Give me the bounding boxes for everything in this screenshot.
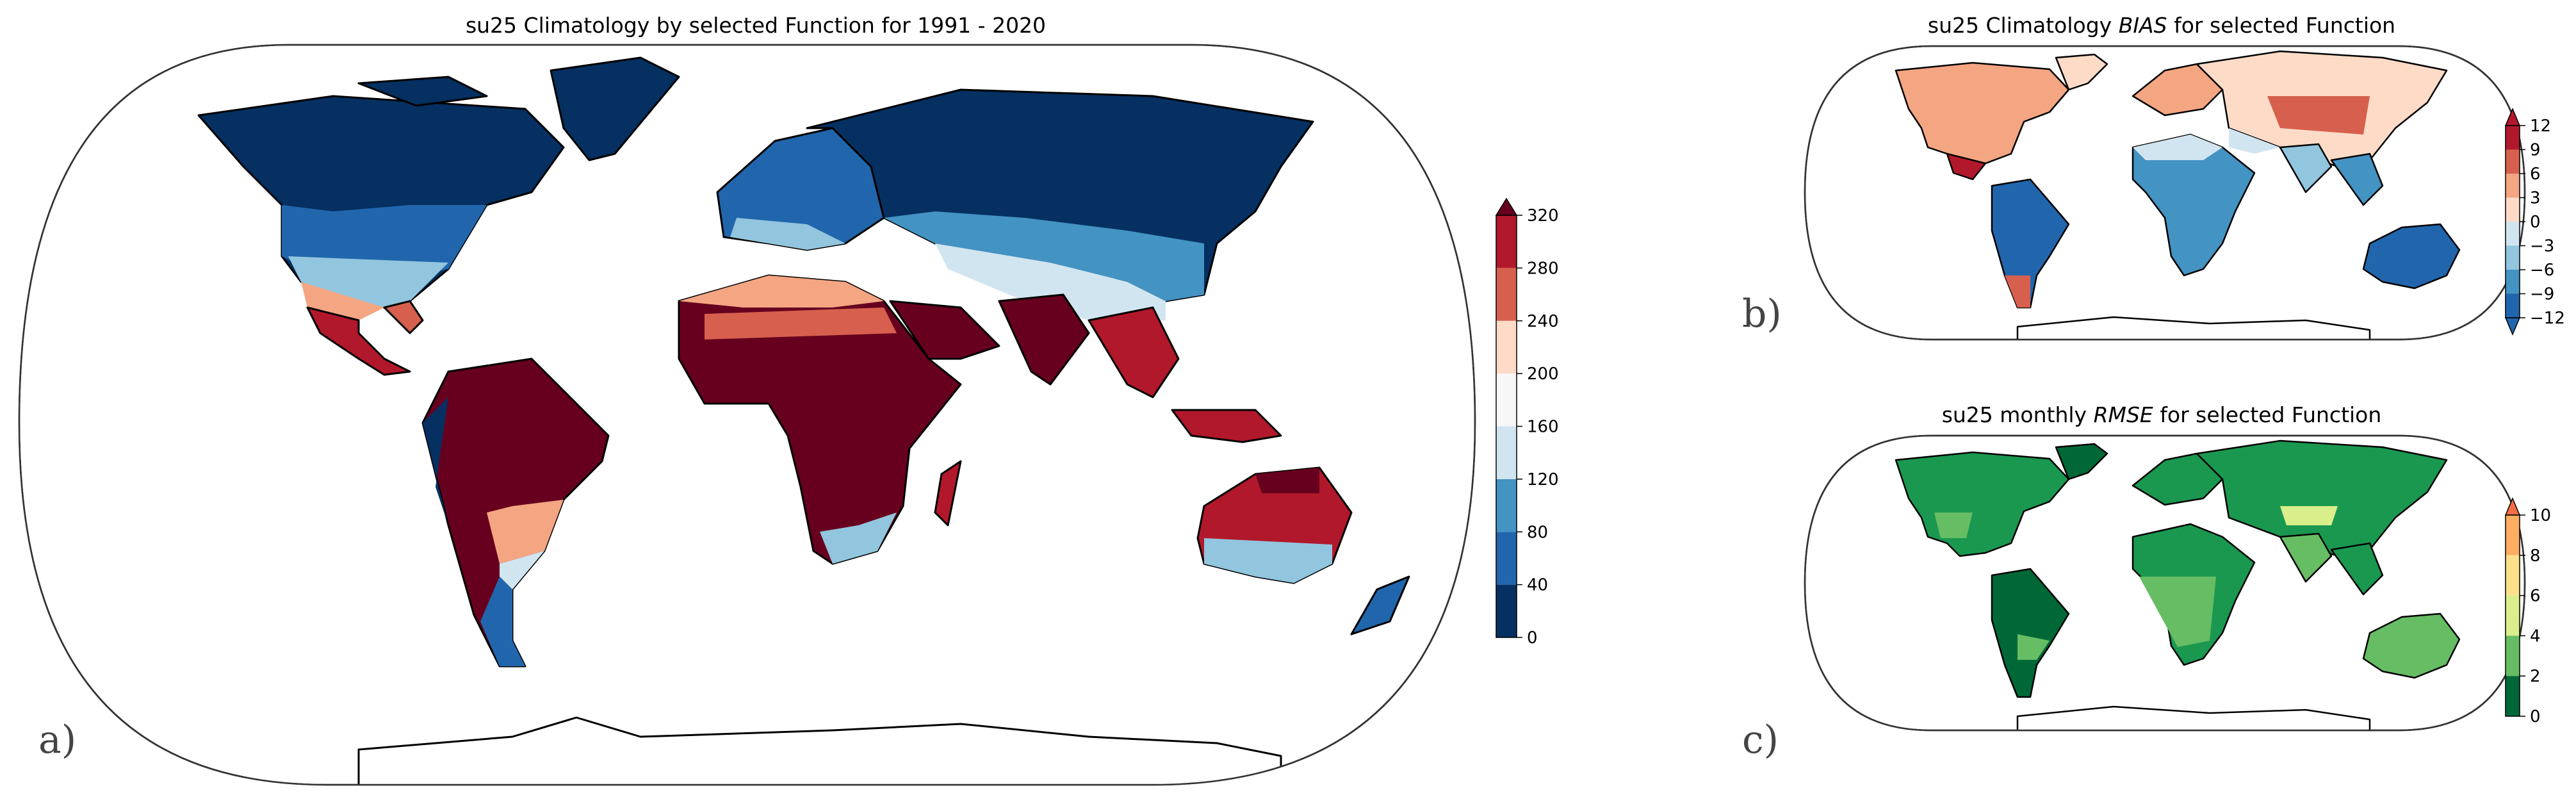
south-america-a	[421, 357, 610, 668]
europe-a	[716, 127, 885, 251]
antarctica-a	[357, 716, 1282, 785]
panel-b-title-pre: su25 Climatology	[1927, 13, 2119, 38]
colorbar-b-segment	[2506, 270, 2520, 294]
map-panel-b	[1804, 45, 2526, 341]
colorbar-b-segment	[2506, 149, 2520, 174]
colorbar-c-tick-label: 2	[2530, 667, 2541, 686]
colorbar-a-segment	[1496, 426, 1517, 479]
panel-c-title-pre: su25 monthly	[1941, 402, 2094, 427]
australia-c	[2362, 612, 2461, 679]
colorbar-c-segment	[2506, 676, 2520, 716]
colorbar-a-tick-label: 280	[1527, 259, 1559, 278]
greenland-a	[550, 56, 680, 161]
greenland-b	[2055, 53, 2108, 91]
madagascar-a	[934, 460, 962, 527]
colorbar-b-segment	[2506, 126, 2520, 150]
panel-b-tag: b)	[1742, 291, 1782, 336]
panel-c-title: su25 monthly RMSE for selected Function	[1806, 402, 2517, 427]
indonesia-a	[1171, 409, 1282, 443]
colorbar-b-tick-label: 12	[2530, 117, 2551, 136]
india-a	[998, 293, 1090, 386]
colorbar-c: 10 8 6 4 2 0	[2504, 497, 2551, 726]
south-america-c	[1991, 568, 2070, 698]
colorbar-b-tick-label: 9	[2530, 141, 2541, 160]
colorbar-b-segment	[2506, 174, 2520, 198]
colorbar-a-extend-max	[1495, 197, 1518, 216]
colorbar-c-tick-label: 8	[2530, 546, 2541, 566]
colorbar-a-segment	[1496, 584, 1517, 637]
colorbar-a: 0 40 80 120 160 200 240 280 320	[1495, 197, 1559, 648]
colorbar-a-segment	[1496, 479, 1517, 532]
north-america-b	[1895, 62, 2070, 168]
colorbar-a-tick-label: 0	[1527, 628, 1538, 648]
map-panel-a	[18, 44, 1476, 786]
colorbar-a-segment	[1496, 320, 1517, 374]
panel-a-title: su25 Climatology by selected Function fo…	[465, 13, 1047, 38]
colorbar-b: 12 9 6 3 0 −3 −6 −9 −12	[2504, 108, 2565, 336]
colorbar-c-segment	[2506, 515, 2520, 555]
colorbar-a-tick-label: 160	[1527, 418, 1559, 437]
colorbar-a-segment	[1496, 268, 1517, 321]
colorbar-c-outline	[2505, 514, 2520, 717]
colorbar-c-tick-label: 0	[2530, 707, 2541, 726]
colorbar-a-segment	[1496, 532, 1517, 585]
colorbar-b-extend-min	[2504, 317, 2521, 336]
india-b	[2279, 143, 2333, 193]
panel-c-title-post: for selected Function	[2153, 402, 2382, 427]
colorbar-a-segment	[1496, 373, 1517, 427]
colorbar-c-segment	[2506, 595, 2520, 636]
panel-b-title-post: for selected Function	[2167, 13, 2396, 38]
colorbar-c-tick-label: 10	[2530, 506, 2551, 525]
antarctica-c	[2016, 705, 2371, 730]
colorbar-a-tick-label: 40	[1527, 576, 1548, 595]
colorbar-a-tick-label: 320	[1527, 206, 1559, 226]
india-c	[2279, 532, 2333, 583]
asia-a	[806, 88, 1314, 320]
arctic-islands-a	[357, 76, 488, 107]
colorbar-b-tick-label: −3	[2530, 237, 2554, 256]
colorbar-b-tick-label: 6	[2530, 165, 2541, 184]
southeast-asia-a	[1088, 306, 1180, 398]
colorbar-c-tick-label: 6	[2530, 587, 2541, 606]
colorbar-c-segment	[2506, 555, 2520, 596]
colorbar-b-tick-label: −6	[2530, 261, 2554, 280]
panel-b-title-italic: BIAS	[2118, 13, 2167, 38]
colorbar-b-tick-label: 0	[2530, 213, 2541, 232]
colorbar-b-segment	[2506, 197, 2520, 222]
colorbar-a-segment	[1496, 215, 1517, 268]
panel-c-title-italic: RMSE	[2093, 402, 2153, 427]
africa-a	[678, 274, 1000, 565]
north-america-a	[197, 95, 565, 376]
colorbar-b-segment	[2506, 245, 2520, 270]
panel-b-title: su25 Climatology BIAS for selected Funct…	[1806, 13, 2517, 38]
colorbar-b-segment	[2506, 222, 2520, 246]
australia-a	[1196, 466, 1353, 584]
australia-b	[2362, 223, 2461, 290]
map-panel-c	[1804, 434, 2526, 732]
panel-c-tag: c)	[1742, 718, 1779, 762]
colorbar-b-tick-label: −12	[2530, 309, 2565, 328]
colorbar-b-tick-label: −9	[2530, 285, 2554, 304]
colorbar-b-segment	[2506, 293, 2520, 318]
asia-c	[2196, 439, 2448, 557]
colorbar-a-tick-label: 240	[1527, 312, 1559, 331]
colorbar-b-tick-label: 3	[2530, 189, 2541, 208]
greenland-c	[2055, 443, 2108, 480]
colorbar-c-segment	[2506, 636, 2520, 677]
colorbar-a-tick-label: 80	[1527, 523, 1548, 542]
southeast-asia-c	[2330, 542, 2384, 596]
colorbar-a-tick-label: 120	[1527, 470, 1559, 489]
colorbar-c-tick-label: 4	[2530, 627, 2541, 646]
panel-a-tag: a)	[38, 718, 77, 762]
new-zealand-a	[1350, 575, 1410, 636]
colorbar-a-tick-label: 200	[1527, 365, 1559, 384]
southeast-asia-b	[2330, 152, 2384, 206]
